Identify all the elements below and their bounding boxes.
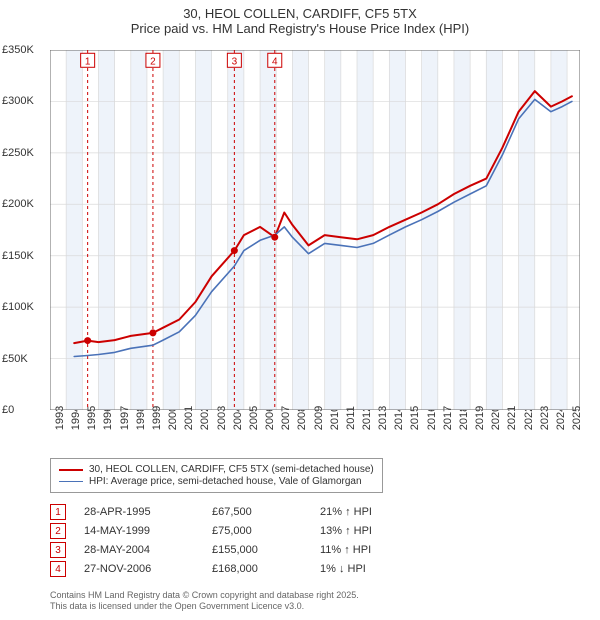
legend-swatch xyxy=(59,469,83,471)
page-root: 30, HEOL COLLEN, CARDIFF, CF5 5TX Price … xyxy=(0,0,600,620)
legend-label: 30, HEOL COLLEN, CARDIFF, CF5 5TX (semi-… xyxy=(89,464,374,475)
y-tick-label: £350K xyxy=(2,44,34,56)
event-price: £67,500 xyxy=(212,506,302,518)
chart-title-line2: Price paid vs. HM Land Registry's House … xyxy=(0,21,600,36)
event-price: £155,000 xyxy=(212,544,302,556)
chart-svg: 1 2 3 4 xyxy=(50,50,580,410)
event-marker: 2 xyxy=(50,523,66,539)
event-diff: 11% ↑ HPI xyxy=(320,544,410,556)
svg-text:1: 1 xyxy=(85,56,91,67)
chart-plot-area: 1 2 3 4 xyxy=(50,50,580,410)
y-tick-label: £50K xyxy=(2,353,28,365)
event-diff: 1% ↓ HPI xyxy=(320,563,410,575)
svg-text:4: 4 xyxy=(272,56,278,67)
event-date: 28-MAY-2004 xyxy=(84,544,194,556)
y-tick-label: £100K xyxy=(2,301,34,313)
event-marker: 4 xyxy=(50,561,66,577)
chart-title-block: 30, HEOL COLLEN, CARDIFF, CF5 5TX Price … xyxy=(0,0,600,36)
event-row: 4 27-NOV-2006 £168,000 1% ↓ HPI xyxy=(50,561,410,577)
event-date: 27-NOV-2006 xyxy=(84,563,194,575)
legend-label: HPI: Average price, semi-detached house,… xyxy=(89,476,362,487)
footnote-line2: This data is licensed under the Open Gov… xyxy=(50,601,359,612)
chart-footnote: Contains HM Land Registry data © Crown c… xyxy=(50,590,359,612)
y-tick-label: £250K xyxy=(2,147,34,159)
svg-text:2: 2 xyxy=(150,56,156,67)
event-diff: 13% ↑ HPI xyxy=(320,525,410,537)
event-row: 3 28-MAY-2004 £155,000 11% ↑ HPI xyxy=(50,542,410,558)
chart-title-line1: 30, HEOL COLLEN, CARDIFF, CF5 5TX xyxy=(0,6,600,21)
y-tick-label: £200K xyxy=(2,198,34,210)
events-table: 1 28-APR-1995 £67,500 21% ↑ HPI 2 14-MAY-1999… xyxy=(50,504,410,580)
event-marker: 3 xyxy=(50,542,66,558)
svg-text:3: 3 xyxy=(232,56,238,67)
event-date: 28-APR-1995 xyxy=(84,506,194,518)
footnote-line1: Contains HM Land Registry data © Crown c… xyxy=(50,590,359,601)
legend-item: 30, HEOL COLLEN, CARDIFF, CF5 5TX (semi-… xyxy=(59,464,374,475)
event-row: 1 28-APR-1995 £67,500 21% ↑ HPI xyxy=(50,504,410,520)
chart-legend: 30, HEOL COLLEN, CARDIFF, CF5 5TX (semi-… xyxy=(50,458,383,493)
legend-swatch xyxy=(59,481,83,482)
y-tick-label: £0 xyxy=(2,404,14,416)
event-date: 14-MAY-1999 xyxy=(84,525,194,537)
event-price: £168,000 xyxy=(212,563,302,575)
y-tick-label: £300K xyxy=(2,95,34,107)
event-marker: 1 xyxy=(50,504,66,520)
event-price: £75,000 xyxy=(212,525,302,537)
legend-item: HPI: Average price, semi-detached house,… xyxy=(59,476,374,487)
event-diff: 21% ↑ HPI xyxy=(320,506,410,518)
event-row: 2 14-MAY-1999 £75,000 13% ↑ HPI xyxy=(50,523,410,539)
y-tick-label: £150K xyxy=(2,250,34,262)
